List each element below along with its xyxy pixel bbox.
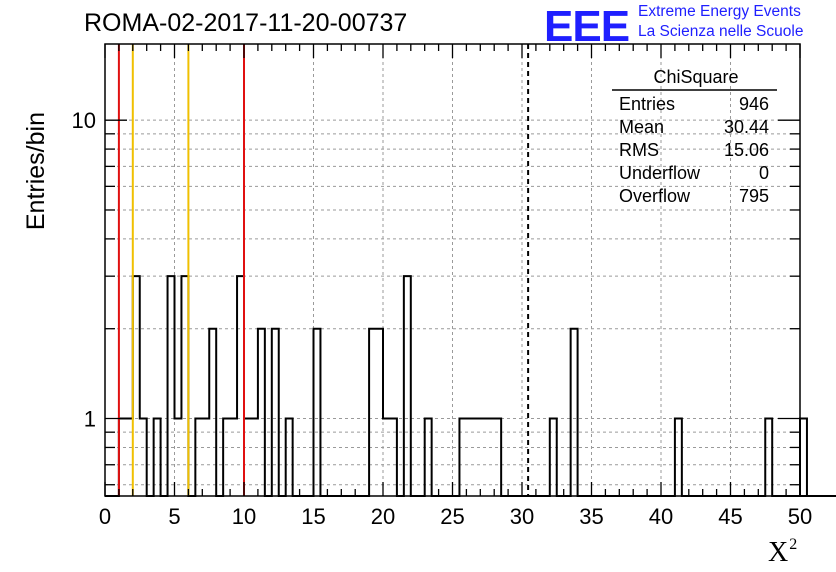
stats-title: ChiSquare xyxy=(653,67,738,87)
x-axis-label: X2 xyxy=(768,536,797,569)
x-tick-label: 0 xyxy=(99,504,111,529)
stats-row-value: 946 xyxy=(739,94,769,114)
x-tick-label: 15 xyxy=(301,504,325,529)
x-tick-label: 10 xyxy=(232,504,256,529)
x-tick-label: 35 xyxy=(579,504,603,529)
logo-line-1: Extreme Energy Events xyxy=(638,3,801,20)
stats-box: ChiSquare Entries 946 Mean 30.44 RMS 15.06 Unde… xyxy=(612,67,777,206)
logo-line-2: La Scienza nelle Scuole xyxy=(638,23,804,40)
x-tick-label: 45 xyxy=(718,504,742,529)
stats-row-label: Mean xyxy=(619,117,664,137)
x-tick-label: 20 xyxy=(371,504,395,529)
y-tick-label: 1 xyxy=(84,407,96,432)
marker-lines xyxy=(117,44,530,496)
x-tick-label: 25 xyxy=(440,504,464,529)
x-tick-label: 30 xyxy=(510,504,534,529)
stats-row-value: 30.44 xyxy=(724,117,769,137)
x-axis-label-superscript: 2 xyxy=(789,536,798,553)
histogram-series xyxy=(105,275,836,497)
stats-row-label: Overflow xyxy=(619,186,691,206)
axis-ticks: 0 5 10 15 20 25 30 35 40 45 50 1 10 xyxy=(72,44,812,529)
histogram-step-line xyxy=(105,275,836,497)
y-tick-label: 10 xyxy=(72,108,96,133)
stats-row-value: 795 xyxy=(739,186,769,206)
y-axis-label: Entries/bin xyxy=(22,112,50,231)
eee-logo: EEE xyxy=(544,2,630,51)
stats-row-label: Entries xyxy=(619,94,675,114)
stats-row-value: 15.06 xyxy=(724,140,769,160)
chart-title: ROMA-02-2017-11-20-00737 xyxy=(84,9,408,37)
x-tick-label: 40 xyxy=(649,504,673,529)
x-tick-label: 5 xyxy=(168,504,180,529)
x-tick-label: 50 xyxy=(788,504,812,529)
x-axis-label-base: X xyxy=(768,537,789,568)
stats-row-label: RMS xyxy=(619,140,659,160)
stats-row-label: Underflow xyxy=(619,163,701,183)
stats-row-value: 0 xyxy=(759,163,769,183)
grid-lines xyxy=(105,44,800,496)
